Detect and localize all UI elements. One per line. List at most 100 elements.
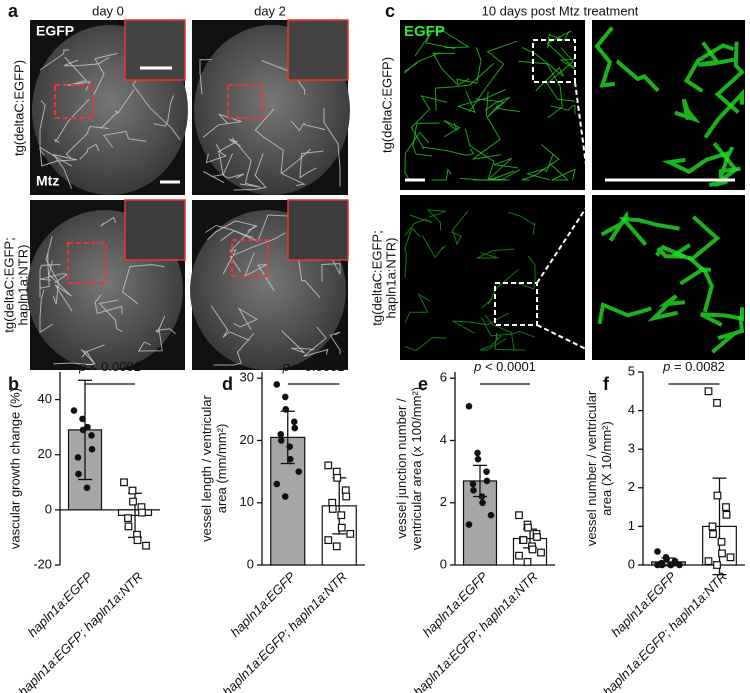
data-point — [487, 511, 495, 519]
vessel — [475, 98, 521, 112]
data-point — [337, 511, 346, 520]
vessel — [476, 248, 515, 259]
data-point — [483, 477, 491, 485]
vessel — [254, 108, 284, 174]
vessel — [662, 151, 729, 175]
vessel — [647, 294, 686, 322]
y-tick-label: 10 — [240, 494, 254, 509]
panel-title: 10 days post Mtz treatment — [482, 3, 639, 18]
data-point — [519, 536, 528, 544]
data-point — [74, 454, 82, 461]
data-point — [523, 557, 532, 566]
vessel — [404, 336, 447, 351]
y-tick-label: 20 — [38, 446, 52, 461]
y-axis-label: area (X 10/mm²) — [599, 421, 614, 516]
p-value: p < 0.0001 — [78, 359, 141, 374]
vessel — [619, 217, 680, 247]
vessel — [426, 29, 471, 49]
p-text: < 0.0001 — [293, 359, 344, 374]
data-point — [277, 437, 285, 444]
data-point — [722, 503, 730, 511]
vessel — [421, 146, 475, 156]
data-point — [346, 529, 355, 538]
data-point — [528, 545, 537, 554]
vessel — [280, 148, 311, 186]
vessel — [507, 211, 536, 235]
data-point — [667, 561, 675, 569]
data-point — [277, 430, 285, 438]
vessel — [703, 88, 744, 139]
y-axis-label: vessel junction number / — [394, 398, 409, 539]
vessel — [443, 120, 461, 138]
data-point — [83, 484, 91, 492]
data-point — [465, 402, 473, 410]
vessel — [480, 335, 507, 351]
vessel — [432, 52, 470, 86]
vessel — [233, 153, 267, 191]
vessel — [231, 137, 261, 188]
data-point — [718, 549, 726, 558]
channel-label: EGFP — [404, 23, 445, 40]
y-axis-label: ventricular area (x 100/mm²) — [409, 387, 424, 550]
vessel — [98, 299, 123, 333]
data-point — [138, 508, 146, 517]
vessel — [233, 307, 258, 331]
data-point — [704, 557, 713, 566]
data-point — [708, 522, 717, 531]
vessel — [456, 47, 482, 84]
data-point — [133, 536, 142, 545]
treatment-label: Mtz — [36, 173, 59, 189]
vessel — [450, 210, 469, 246]
vessel — [412, 122, 440, 157]
data-point — [324, 461, 333, 470]
image-labels: a day 0 day 2 EGFP Mtz tg(deltaC:EGFP) t… — [1, 1, 638, 333]
vessel — [522, 47, 564, 92]
data-point — [142, 541, 150, 550]
p-text: < 0.0001 — [485, 359, 536, 374]
data-point — [709, 530, 717, 539]
vessel — [202, 113, 242, 138]
roi-box — [231, 239, 269, 277]
vessel — [329, 331, 341, 355]
vessel — [414, 31, 455, 57]
panel-letter: a — [8, 1, 19, 21]
vessel — [550, 104, 576, 115]
vessel — [514, 255, 536, 290]
data-point — [124, 514, 132, 523]
inset — [287, 19, 349, 81]
row-label: hapln1a:NTR) — [15, 245, 30, 326]
data-point — [470, 486, 477, 494]
y-tick-label: 0 — [628, 556, 635, 571]
vessel — [137, 327, 163, 352]
vessel — [94, 294, 123, 315]
vessel — [213, 333, 255, 366]
vessel — [321, 260, 341, 282]
y-tick-label: 2 — [440, 494, 447, 509]
y-tick-label: 6 — [440, 370, 447, 385]
vessel — [404, 292, 430, 324]
y-tick-label: 20 — [240, 432, 254, 447]
vessel — [546, 30, 576, 70]
vessel — [697, 41, 735, 67]
vessel — [480, 269, 519, 309]
vessel — [714, 41, 745, 114]
data-point — [713, 561, 721, 569]
vessel — [39, 49, 70, 71]
vessel — [222, 153, 245, 179]
data-point — [533, 533, 541, 541]
vessel — [615, 59, 660, 93]
data-point — [128, 486, 137, 495]
panel-letter: b — [8, 374, 19, 394]
y-tick-label: 0 — [45, 501, 52, 516]
data-point — [295, 468, 303, 475]
data-point — [124, 522, 133, 531]
data-point — [524, 523, 532, 532]
vessel — [708, 142, 739, 187]
data-point — [515, 551, 523, 560]
data-point — [120, 478, 128, 487]
vessel — [699, 307, 744, 327]
vessel — [456, 89, 506, 113]
vessel — [427, 209, 447, 231]
column-label: day 0 — [92, 3, 124, 18]
